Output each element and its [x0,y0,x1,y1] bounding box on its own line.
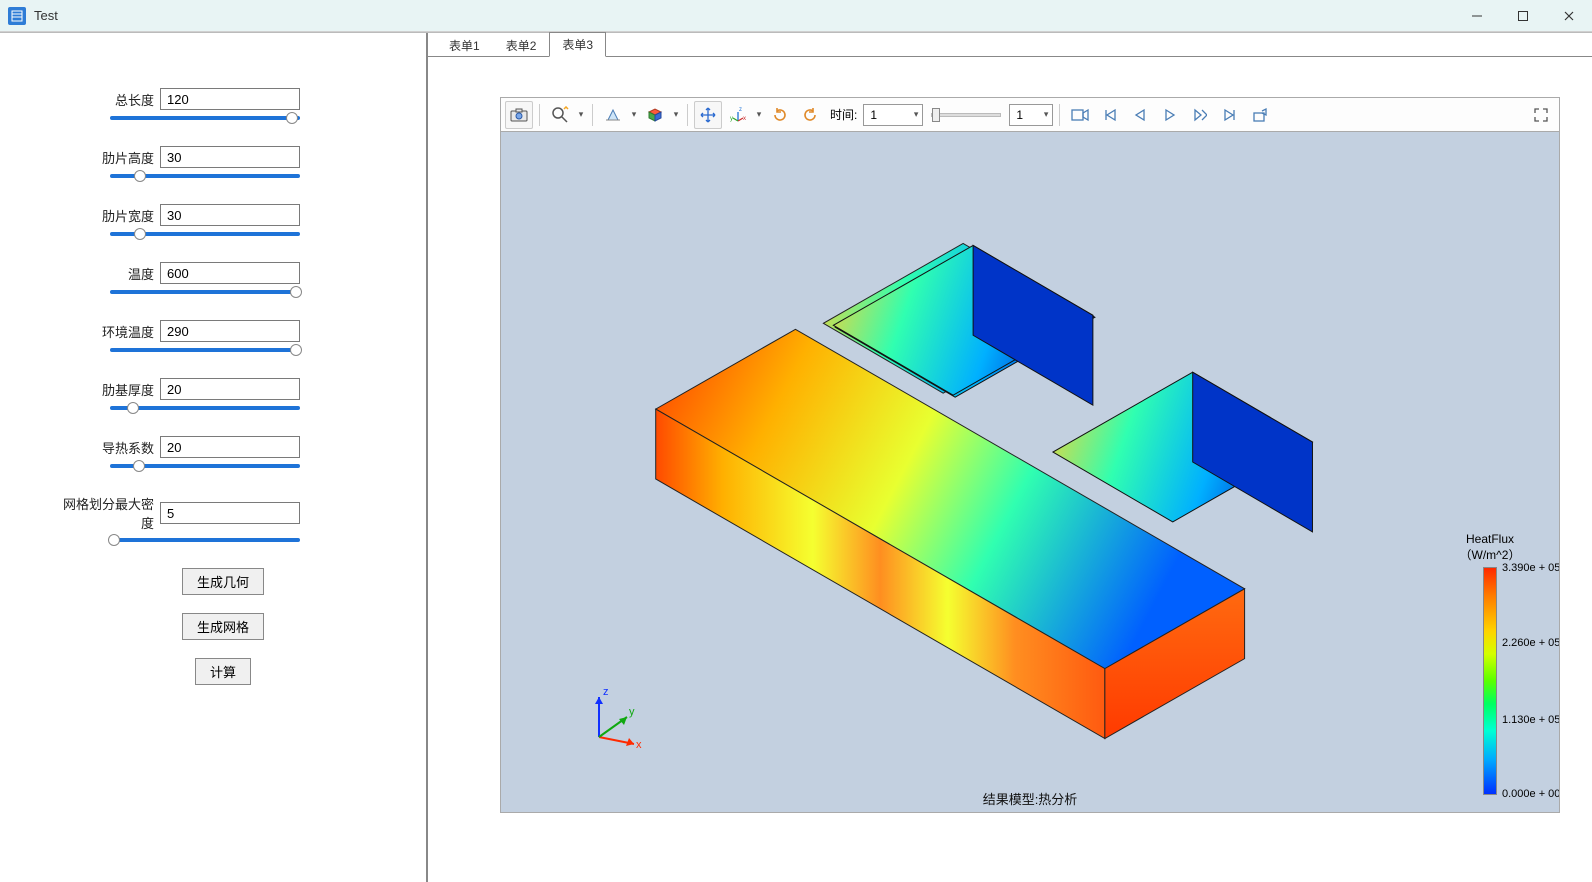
param-label-6: 导热系数 [60,438,160,457]
param-label-5: 肋基厚度 [60,380,160,399]
titlebar: Test [0,0,1592,32]
time-step-text: 1 [1016,108,1023,122]
param-label-1: 肋片高度 [60,148,160,167]
rotate-ccw-icon[interactable] [796,101,824,129]
tab-2[interactable]: 表单3 [549,32,606,57]
snapshot-icon[interactable] [505,101,533,129]
param-input-1[interactable] [160,146,300,168]
param-label-2: 肋片宽度 [60,206,160,225]
canvas-3d[interactable]: z x y HeatFlux （W/m^2） 3.390e + 052.260e… [501,132,1559,812]
param-slider-7[interactable] [110,538,300,542]
param-slider-3[interactable] [110,290,300,294]
axis-y-label: y [629,706,635,718]
render-dropdown-icon[interactable]: ▾ [671,109,681,120]
maximize-button[interactable] [1500,0,1546,32]
param-slider-6[interactable] [110,464,300,468]
tab-0[interactable]: 表单1 [436,33,493,57]
param-input-2[interactable] [160,204,300,226]
param-label-3: 温度 [60,264,160,283]
orient-dropdown-icon[interactable]: ▾ [754,109,764,120]
pan-icon[interactable] [694,101,722,129]
record-icon[interactable] [1066,101,1094,129]
time-value-text: 1 [870,108,877,122]
svg-text:y: y [730,116,733,122]
rotate-cw-icon[interactable] [766,101,794,129]
fullscreen-icon[interactable] [1527,101,1555,129]
results-panel: 表单1表单2表单3 ▾ ▾ ▾ zxy ▾ [428,33,1592,882]
param-slider-1[interactable] [110,174,300,178]
model-render [501,132,1559,812]
legend-colorbar: 3.390e + 052.260e + 051.130e + 050.000e … [1483,567,1497,795]
legend-tick: 1.130e + 05 [1502,714,1560,726]
axis-z-label: z [603,686,609,698]
viewport[interactable]: ▾ ▾ ▾ zxy ▾ 时间: 1 1 [500,97,1560,813]
close-button[interactable] [1546,0,1592,32]
play-icon[interactable] [1156,101,1184,129]
param-input-7[interactable] [160,502,300,524]
tab-1[interactable]: 表单2 [493,33,550,57]
time-value-combo[interactable]: 1 [863,104,923,126]
param-input-4[interactable] [160,320,300,342]
minimize-button[interactable] [1454,0,1500,32]
tab-bar: 表单1表单2表单3 [428,33,1592,57]
orientation-triad: z x y [579,682,649,752]
orient-icon[interactable]: zx y [724,101,752,129]
time-label: 时间: [830,106,857,123]
param-label-7: 网格划分最大密度 [60,494,160,532]
zoom-extents-icon[interactable] [546,101,574,129]
time-slider[interactable] [931,113,1001,117]
skip-start-icon[interactable] [1096,101,1124,129]
window-title: Test [34,8,58,23]
param-input-0[interactable] [160,88,300,110]
svg-text:z: z [739,107,742,113]
step-forward-icon[interactable] [1186,101,1214,129]
transparency-icon[interactable] [599,101,627,129]
export-icon[interactable] [1246,101,1274,129]
color-legend: HeatFlux （W/m^2） 3.390e + 052.260e + 051… [1435,532,1545,795]
render-style-icon[interactable] [641,101,669,129]
param-slider-2[interactable] [110,232,300,236]
param-input-5[interactable] [160,378,300,400]
param-input-3[interactable] [160,262,300,284]
param-label-0: 总长度 [60,90,160,109]
parameter-panel: 总长度肋片高度肋片宽度温度环境温度肋基厚度导热系数网格划分最大密度 生成几何 生… [0,33,428,882]
skip-end-icon[interactable] [1216,101,1244,129]
step-back-icon[interactable] [1126,101,1154,129]
generate-geometry-button[interactable]: 生成几何 [182,568,264,595]
viewport-toolbar: ▾ ▾ ▾ zx y ▾ 时间: 1 1 [501,98,1559,132]
param-slider-0[interactable] [110,116,300,120]
param-slider-5[interactable] [110,406,300,410]
transparency-dropdown-icon[interactable]: ▾ [629,109,639,120]
legend-title-2: （W/m^2） [1435,548,1545,564]
legend-tick: 2.260e + 05 [1502,637,1560,649]
time-step-combo[interactable]: 1 [1009,104,1053,126]
param-label-4: 环境温度 [60,322,160,341]
svg-text:x: x [743,116,746,122]
axis-x-label: x [636,739,642,751]
legend-title-1: HeatFlux [1435,532,1545,548]
viewport-caption: 结果模型:热分析 [501,789,1559,808]
legend-tick: 3.390e + 05 [1502,562,1560,574]
app-icon [8,7,26,25]
param-input-6[interactable] [160,436,300,458]
generate-mesh-button[interactable]: 生成网格 [182,613,264,640]
zoom-dropdown-icon[interactable]: ▾ [576,109,586,120]
compute-button[interactable]: 计算 [195,658,251,685]
param-slider-4[interactable] [110,348,300,352]
